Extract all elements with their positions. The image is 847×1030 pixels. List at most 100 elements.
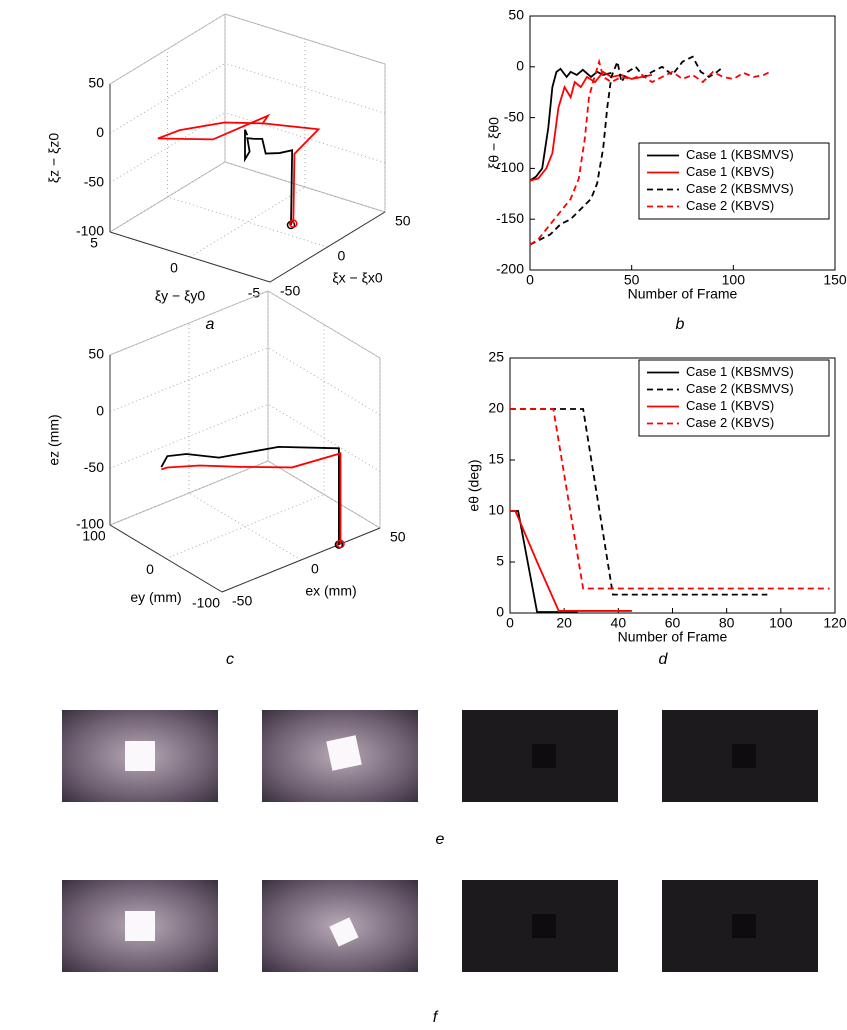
x-axis-label: ξx − ξx0 [332,270,382,286]
x-tick-label: 0 [311,561,319,577]
grid-line [167,196,328,248]
legend-label: Case 1 (KBVS) [686,398,774,413]
y-tick-label: 0 [146,561,154,577]
y-tick-label: 5 [90,235,98,251]
grid-line [267,290,381,359]
y-axis-label: ey (mm) [130,589,181,605]
y-tick-label: 0 [516,58,524,74]
trajectory [161,452,342,544]
z-tick-label: 50 [88,346,104,362]
grid-line [109,161,226,233]
line [510,510,578,613]
x-tick-label: 80 [719,615,735,631]
x-axis-label: Number of Frame [618,629,728,645]
y-tick-label: 0 [496,604,504,620]
trajectory [244,129,294,226]
photo [462,880,618,972]
panel-label: d [659,651,669,668]
y-tick-label: 25 [488,349,504,365]
line [529,67,612,182]
y-tick-label: 50 [508,7,524,23]
photo [662,710,818,802]
grid-line [109,112,226,184]
line [510,510,632,612]
axis-line [269,211,386,283]
trajectory [160,445,340,545]
target-square [125,911,155,941]
grid-line [189,186,306,258]
y-tick-label: 100 [82,528,106,544]
y-tick-label: -100 [192,595,220,611]
y-tick-label: 0 [170,260,178,276]
line [529,58,771,246]
y-tick-label: -100 [496,159,524,175]
line [510,408,768,596]
grid-line [109,62,226,134]
z-tick-label: -100 [76,223,104,239]
line [510,408,830,590]
y-tick-label: 20 [488,400,504,416]
target-square [125,741,155,771]
z-tick-label: 0 [96,124,104,140]
grid-line [267,403,381,472]
legend-label: Case 1 (KBSMVS) [686,364,794,379]
y-tick-label: -5 [248,285,261,301]
legend-label: Case 2 (KBSMVS) [686,181,794,196]
x-tick-label: 0 [338,248,346,264]
target-square [532,744,556,768]
z-tick-label: -100 [76,516,104,532]
photo [262,880,418,972]
target-square [532,914,556,938]
axis-line [109,524,223,593]
panel-label: b [676,316,685,333]
x-tick-label: 0 [506,615,514,631]
grid-line [109,347,269,413]
panel-label: f [433,1009,439,1026]
grid-line [267,347,381,416]
photo [462,710,618,802]
legend-label: Case 1 (KBSMVS) [686,147,794,162]
x-tick-label: -50 [280,283,300,299]
target-square [732,914,756,938]
start-marker [336,539,345,549]
x-tick-label: 40 [611,615,627,631]
photo [62,880,218,972]
grid-line [109,403,269,469]
axis-line [221,527,381,593]
legend-label: Case 2 (KBSMVS) [686,381,794,396]
line [529,55,724,246]
x-tick-label: 150 [823,272,847,288]
panel-label: c [226,651,234,668]
axis-line [109,231,271,283]
y-tick-label: -50 [504,108,524,124]
plot-frame [529,15,836,271]
target-square [732,744,756,768]
x-tick-label: 50 [395,213,411,229]
legend-label: Case 2 (KBVS) [686,198,774,213]
photo [662,880,818,972]
trajectory [157,113,321,224]
photo [62,710,218,802]
z-tick-label: -50 [84,173,104,189]
z-tick-label: 0 [96,402,104,418]
y-tick-label: -150 [496,210,524,226]
x-axis-label: Number of Frame [628,286,738,302]
grid-line [267,460,381,529]
y-tick-label: -200 [496,261,524,277]
z-axis-label: ξz − ξz0 [46,133,62,183]
x-tick-label: 50 [390,529,406,545]
z-tick-label: -50 [84,459,104,475]
target-square [329,917,359,947]
grid-line [109,460,269,526]
x-axis-label: ex (mm) [305,583,356,599]
x-tick-label: 100 [769,615,793,631]
y-tick-label: 5 [496,553,504,569]
legend-label: Case 1 (KBVS) [686,164,774,179]
start-marker [289,219,298,228]
grid-line [165,494,325,559]
panel-label: a [206,316,215,333]
x-tick-label: 120 [823,615,847,631]
grid-line [109,290,269,356]
